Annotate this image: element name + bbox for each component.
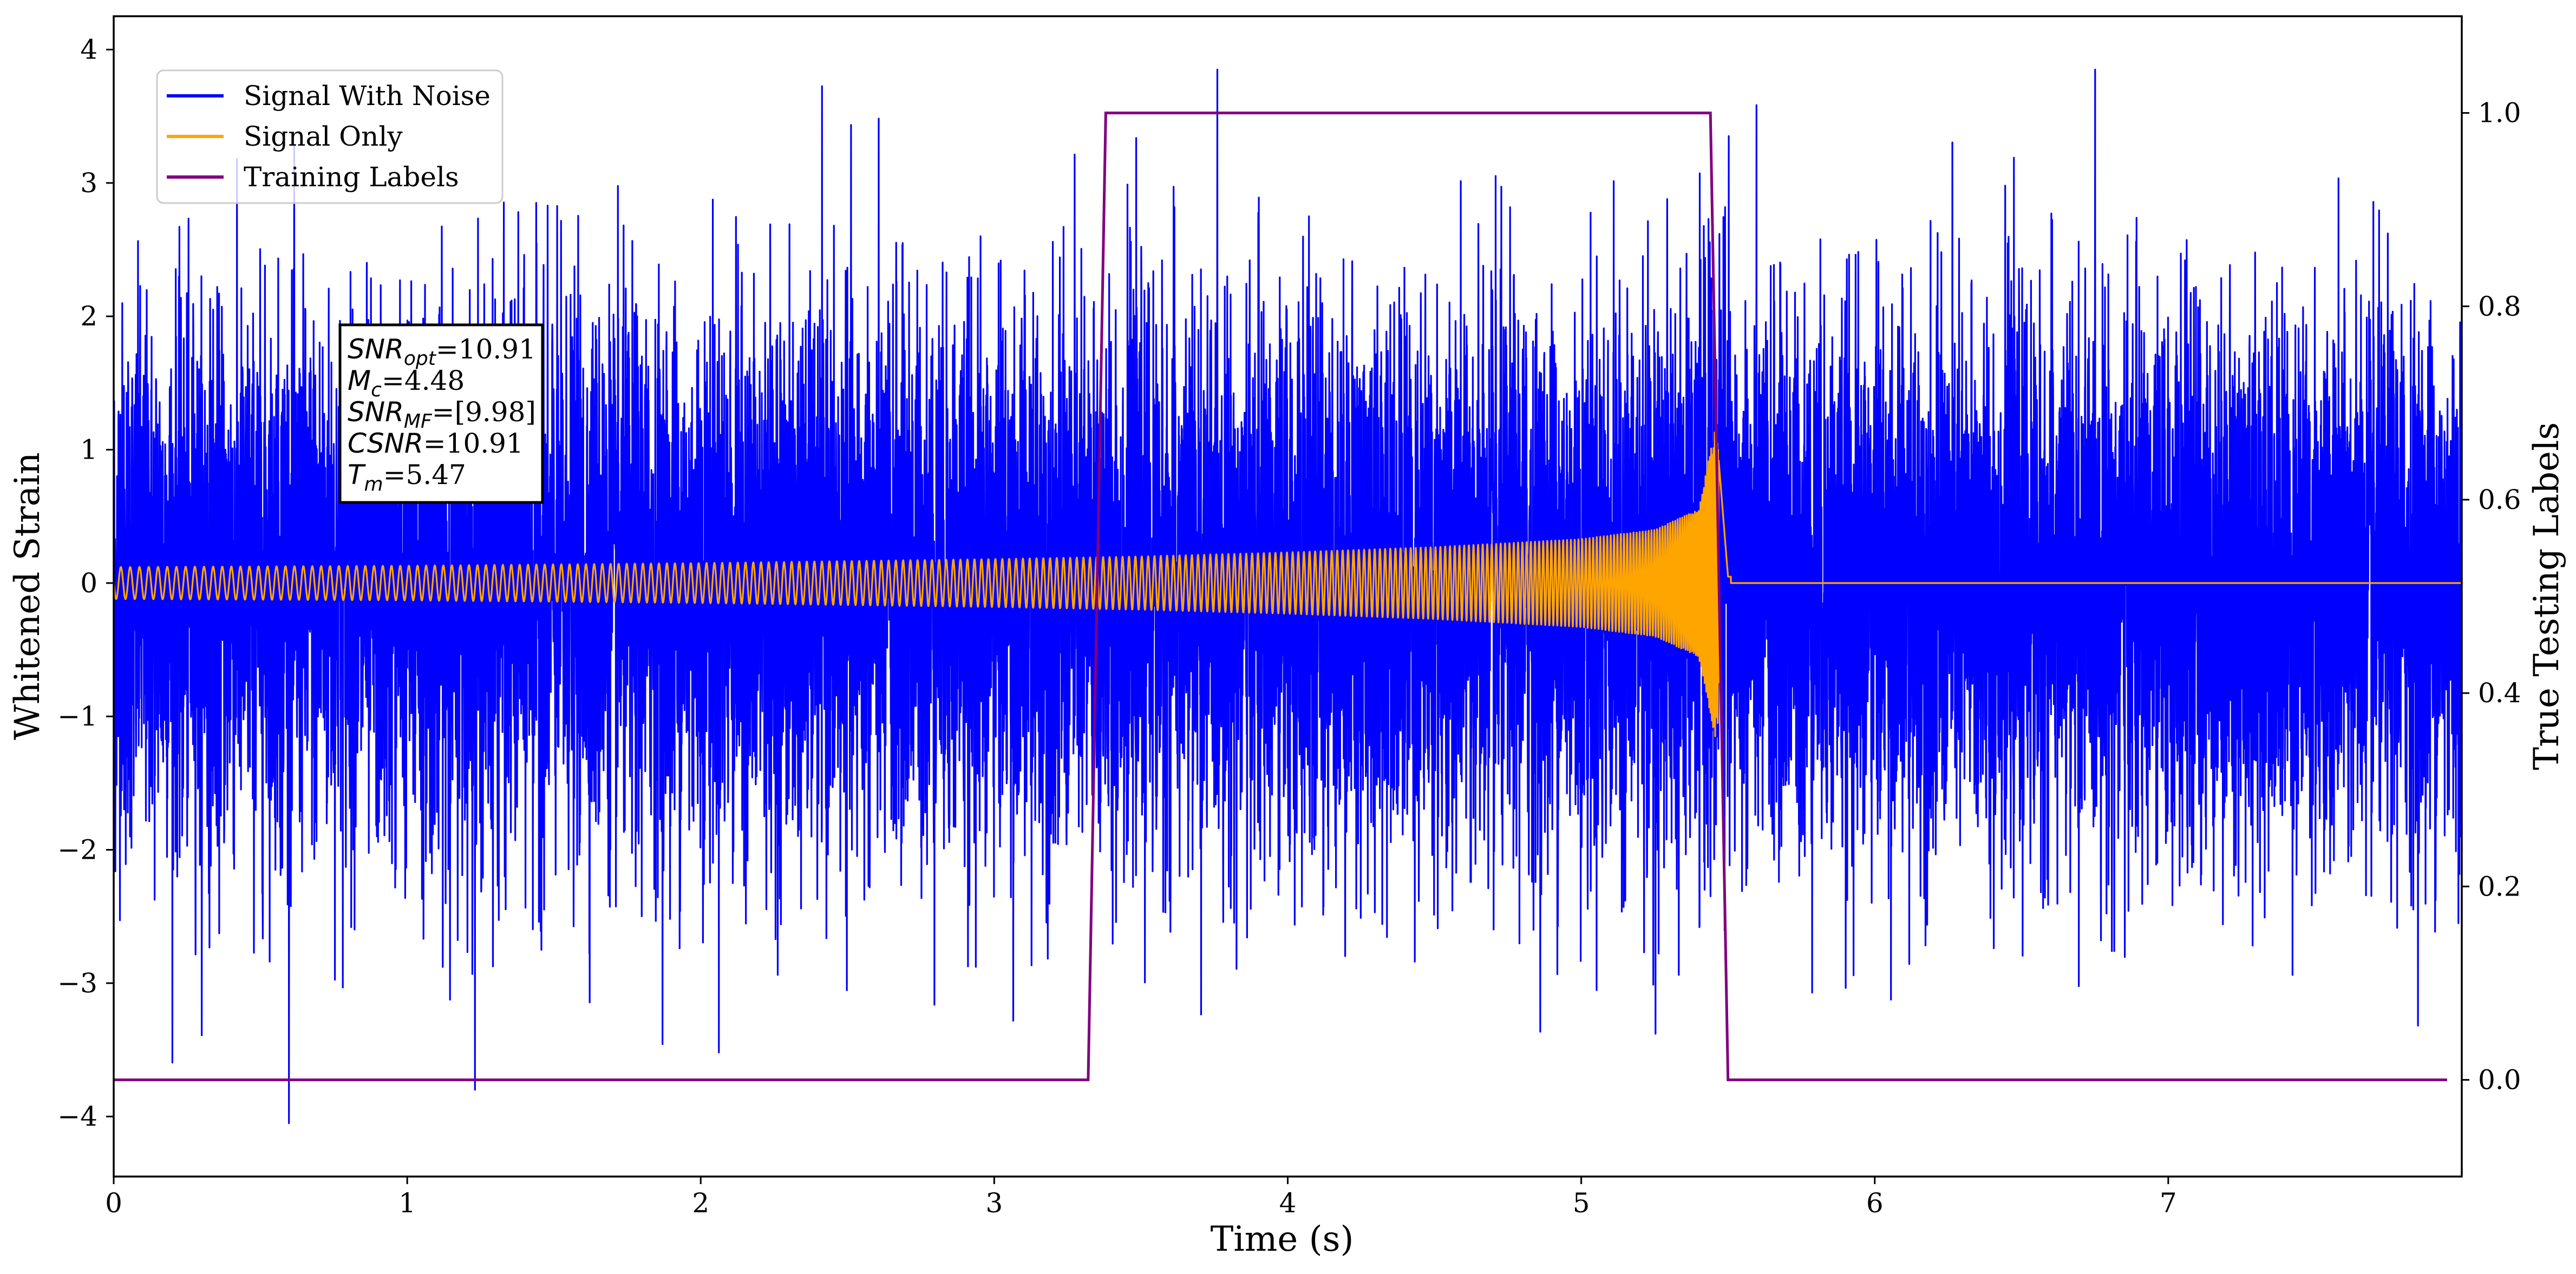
y-tick-label: 0 (80, 567, 97, 599)
annotation-line: Mc=4.48 (348, 365, 465, 401)
y-axis-left: −4 −3 −2 −1 0 1 2 3 4 (57, 34, 114, 1132)
signal-only-line (114, 426, 2462, 737)
annotation-line: SNRopt=10.91 (348, 334, 536, 370)
x-axis-label: Time (s) (1211, 1219, 1354, 1259)
x-tick-label: 0 (105, 1187, 122, 1219)
annotation-line: SNRMF=[9.98] (348, 396, 536, 433)
y2-tick-label: 0.8 (2478, 291, 2521, 322)
annotation-frame (338, 323, 544, 504)
annotation-box: SNRopt=10.91Mc=4.48SNRMF=[9.98]CSNR=10.9… (338, 323, 544, 504)
y2-tick-label: 0.2 (2478, 871, 2521, 902)
x-tick-label: 5 (1573, 1187, 1590, 1219)
legend-label-signal: Signal Only (244, 121, 403, 152)
y2-tick-label: 0.0 (2478, 1064, 2521, 1095)
annotation-lines: SNRopt=10.91Mc=4.48SNRMF=[9.98]CSNR=10.9… (348, 334, 536, 495)
legend-label-labels: Training Labels (244, 161, 459, 193)
y-tick-label: 1 (80, 434, 97, 466)
y-tick-label: 2 (80, 300, 97, 332)
x-tick-label: 1 (398, 1187, 416, 1219)
x-tick-label: 4 (1279, 1187, 1297, 1219)
y-tick-label: 3 (80, 167, 97, 199)
x-tick-label: 6 (1866, 1187, 1884, 1219)
x-tick-label: 3 (985, 1187, 1003, 1219)
x-tick-label: 2 (692, 1187, 709, 1219)
legend-frame (156, 69, 504, 204)
legend-label-noise: Signal With Noise (244, 80, 491, 112)
y-tick-label: 4 (80, 34, 97, 66)
y-tick-label: −1 (57, 701, 97, 732)
y-tick-label: −4 (57, 1101, 97, 1132)
y2-axis-label: True Testing Labels (2527, 422, 2567, 770)
x-axis: 0 1 2 3 4 5 6 7 (105, 1177, 2177, 1219)
y-axis-right: 0.0 0.2 0.4 0.6 0.8 1.0 (2462, 97, 2521, 1095)
y-tick-label: −2 (57, 834, 97, 866)
y-axis-label: Whitened Strain (8, 452, 48, 740)
x-tick-label: 7 (2160, 1187, 2177, 1219)
annotation-line: CSNR=10.91 (348, 428, 524, 459)
y2-tick-label: 0.6 (2478, 484, 2521, 515)
training-labels-line (114, 112, 2447, 1081)
y2-tick-label: 0.4 (2478, 677, 2521, 709)
y-tick-label: −3 (57, 968, 97, 999)
plot-area (114, 68, 2462, 1125)
annotation-line: Tm=5.47 (348, 459, 466, 495)
legend: Signal With Noise Signal Only Training L… (156, 69, 504, 204)
y2-tick-label: 1.0 (2478, 97, 2521, 129)
